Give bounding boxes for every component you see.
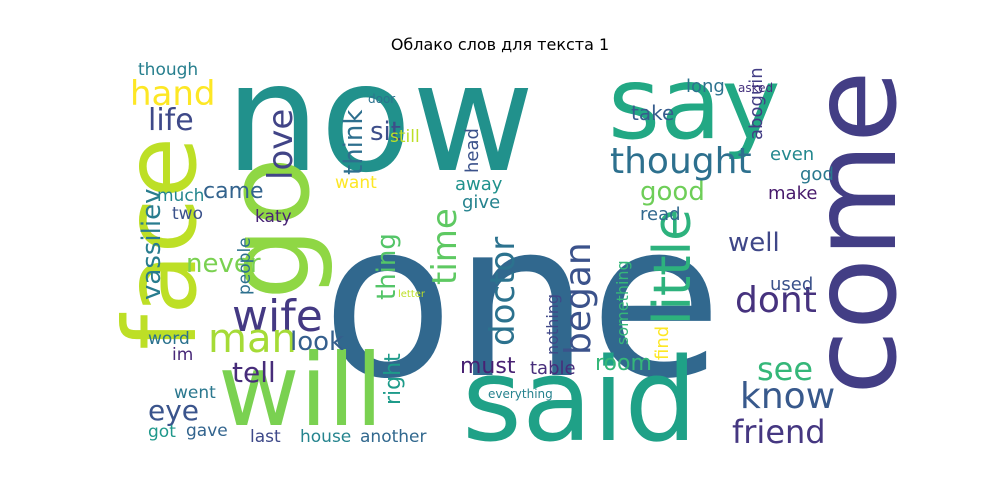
word-think: think [339,110,369,175]
word-gave: gave [186,421,228,441]
word-face: face [102,137,219,350]
word-find: find [652,326,673,360]
word-something: something [613,260,632,345]
word-come: come [785,70,923,395]
word-doctor: doctor [483,237,523,346]
word-say: say [608,45,781,162]
word-though: though [138,60,198,80]
word-table: table [530,358,576,379]
word-people: people [235,237,255,295]
word-vassiliev: vassiliev [137,189,167,300]
word-love: love [261,109,301,180]
word-word: word [148,329,190,349]
word-know: know [740,376,835,417]
word-give: give [462,192,500,213]
word-go: go [202,157,336,300]
word-life: life [148,103,194,138]
word-much: much [157,186,204,206]
word-dont: dont [735,280,817,321]
word-look: look [290,327,344,357]
word-came: came [203,179,264,204]
word-little: little [643,209,703,325]
word-another: another [360,427,426,447]
word-eye: eye [148,394,199,427]
word-room: room [595,351,652,376]
word-katy: katy [255,207,292,227]
word-away: away [455,174,503,195]
word-last: last [250,427,281,447]
word-read: read [640,204,681,225]
word-said: said [462,334,697,468]
word-sit: sit [370,117,401,147]
word-friend: friend [732,413,826,451]
word-even: even [770,144,814,165]
word-wife: wife [232,291,323,342]
word-door: door [368,92,395,106]
word-head: head [462,128,483,173]
word-still: still [390,127,420,147]
word-man: man [208,316,297,362]
word-take: take [631,101,674,125]
word-good: good [640,177,705,207]
word-make: make [768,183,817,204]
word-im: im [172,345,193,365]
word-one: one [322,175,722,426]
word-went: went [174,383,216,403]
word-house: house [300,427,351,447]
word-god: god [800,164,834,185]
word-want: want [335,173,377,193]
word-nothing: nothing [543,294,562,355]
word-asked: asked [738,81,773,95]
word-thing: thing [372,233,402,300]
word-well: well [728,228,780,258]
word-long: long [686,76,725,97]
word-right: right [381,353,406,405]
word-everything: everything [488,387,553,401]
word-aboguin: aboguin [746,67,767,140]
word-time: time [425,208,465,285]
word-see: see [757,350,813,388]
chart-title: Облако слов для текста 1 [390,35,610,54]
word-hand: hand [130,74,216,114]
word-used: used [770,274,813,295]
word-began: began [558,242,599,355]
word-letter: letter [398,289,426,300]
word-must: must [460,354,516,379]
word-thought: thought [610,141,752,182]
word-got: got [148,422,176,442]
word-two: two [172,204,203,224]
word-will: will [218,332,383,449]
word-now: now [225,32,535,206]
word-tell: tell [232,356,276,389]
word-never: never [186,249,261,279]
